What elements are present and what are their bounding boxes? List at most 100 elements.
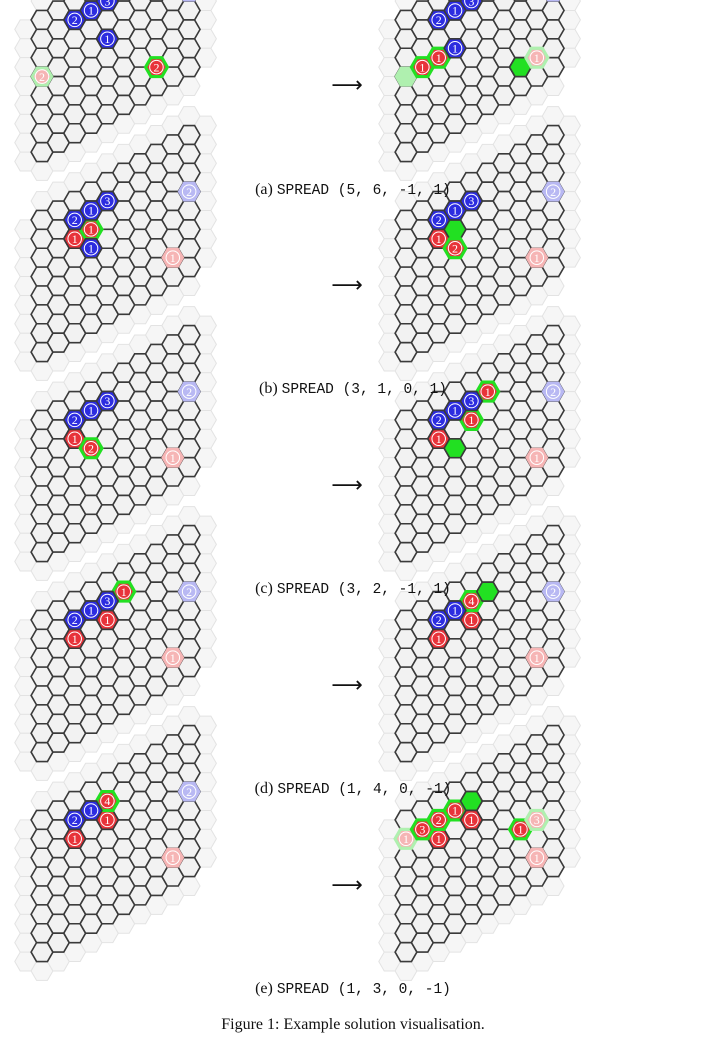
piece-number: 1: [104, 813, 110, 827]
board-cell: [177, 124, 201, 146]
piece-ring: [447, 3, 463, 18]
piece-number: 1: [534, 451, 540, 465]
board-cell: [541, 600, 565, 621]
board-cell: [177, 19, 201, 40]
piece-number: 1: [534, 851, 540, 865]
piece-ring: [165, 650, 181, 665]
board-cell: [177, 219, 201, 240]
board-cell: [177, 400, 201, 421]
piece-ring: [529, 50, 545, 65]
piece-number: 1: [72, 632, 78, 646]
board-cell: [541, 724, 565, 746]
piece-number: 2: [436, 813, 442, 827]
piece-ring: [415, 59, 430, 75]
arrow-icon: ⟶: [331, 873, 363, 898]
board-cell: [177, 200, 201, 221]
piece-number: 2: [436, 613, 442, 627]
hex-piece: 1: [443, 0, 467, 21]
piece-number: 1: [534, 651, 540, 665]
caption-label: (b): [259, 380, 278, 397]
hex-piece: 1: [525, 647, 549, 668]
hex-piece: 2: [177, 181, 201, 202]
piece-ring: [513, 822, 528, 837]
piece-number: 1: [104, 32, 110, 46]
hex-piece: 2: [62, 9, 87, 31]
board-before: 2211322: [14, 0, 217, 181]
piece-number: 2: [88, 441, 94, 455]
piece-ring: [464, 393, 479, 409]
hex-piece: 2: [33, 69, 51, 84]
piece-ring: [67, 631, 82, 647]
piece-ring: [83, 603, 99, 618]
hex-piece: 3: [524, 808, 550, 831]
piece-ring: [149, 59, 164, 75]
piece-number: 2: [436, 213, 442, 227]
piece-ring: [83, 240, 99, 256]
piece-ring: [67, 812, 82, 828]
piece-ring: [545, 384, 561, 399]
board-cell: [541, 219, 565, 240]
piece-number: 1: [452, 204, 458, 218]
piece-ring: [431, 431, 446, 447]
piece-ring: [100, 593, 115, 609]
board-cell: [177, 743, 201, 765]
caption-label: (e): [255, 980, 273, 997]
piece-ring: [100, 193, 115, 209]
piece-ring: [67, 12, 82, 28]
hex-piece: 1: [525, 247, 549, 268]
piece-number: 3: [468, 0, 474, 8]
piece-number: 1: [72, 232, 78, 246]
figure-caption: Figure 1: Example solution visualisation…: [221, 1016, 485, 1033]
hex-piece: 1: [443, 37, 467, 59]
piece-number: 1: [170, 251, 176, 265]
piece-number: 1: [452, 41, 458, 55]
piece-number: 1: [88, 404, 94, 418]
piece-number: 1: [517, 823, 523, 837]
board-cell: [177, 162, 201, 183]
piece-ring: [529, 650, 545, 665]
piece-ring: [431, 831, 446, 847]
board-cell: [541, 124, 565, 146]
piece-ring: [529, 450, 545, 465]
board-cell: [541, 343, 565, 365]
hex-piece: 1: [161, 447, 185, 468]
piece-number: 3: [104, 594, 110, 608]
piece-number: 2: [186, 385, 192, 399]
hex-piece: 1: [524, 46, 550, 69]
piece-number: 4: [104, 794, 110, 808]
piece-number: 2: [72, 13, 78, 27]
piece-ring: [181, 184, 197, 199]
caption-label: (c): [255, 580, 273, 597]
arrow-icon: ⟶: [331, 73, 363, 98]
piece-number: 2: [153, 60, 159, 74]
piece-ring: [431, 50, 446, 65]
piece-ring: [464, 193, 479, 209]
piece-hex: [546, 0, 560, 2]
hex-piece: 3: [459, 0, 484, 12]
piece-ring: [67, 612, 82, 628]
piece-number: 4: [468, 594, 474, 608]
board-cell: [177, 800, 201, 821]
hex-piece: 2: [541, 581, 565, 602]
piece-ring: [431, 412, 446, 428]
arrow-icon: ⟶: [331, 673, 363, 698]
piece-number: 2: [186, 185, 192, 199]
piece-ring: [165, 250, 181, 265]
board-cell: [177, 0, 201, 21]
piece-number: 1: [436, 832, 442, 846]
piece-ring: [480, 384, 496, 399]
board-cell: [541, 143, 565, 165]
piece-ring: [464, 612, 479, 628]
hex-piece: 1: [443, 600, 467, 621]
board-cell: [177, 619, 201, 640]
board-cell: [541, 419, 565, 440]
board-cell: [177, 419, 201, 440]
hex-piece: [443, 437, 467, 459]
piece-number: 2: [550, 385, 556, 399]
